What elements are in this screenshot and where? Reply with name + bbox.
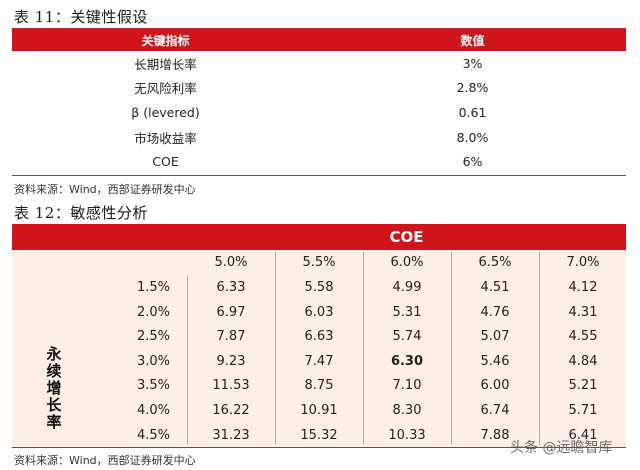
growth-rate-label: 2.5% bbox=[110, 325, 170, 349]
row-value: 0.61 bbox=[319, 100, 626, 125]
table-cell: 4.12 bbox=[539, 276, 627, 300]
table-cell: 5.71 bbox=[539, 399, 627, 423]
table-cell: 5.46 bbox=[451, 350, 539, 374]
coe-value-header: 5.5% bbox=[275, 251, 363, 275]
row-label: COE bbox=[12, 149, 319, 174]
table-cell: 6.03 bbox=[275, 301, 363, 325]
table12-body: 永 续 增 长 率 5.0% 5.5% 6.0% 6.5% 7.0% 1.5% 6.33 5.… bbox=[12, 250, 626, 447]
table-cell: 7.10 bbox=[363, 374, 451, 398]
watermark: 头条 @远瞻智库 bbox=[510, 437, 612, 457]
table12-caption: 表 12：敏感性分析 bbox=[14, 202, 148, 223]
header-key-indicator: 关键指标 bbox=[12, 29, 319, 51]
table-cell: 5.74 bbox=[363, 325, 451, 349]
growth-rate-label: 2.0% bbox=[110, 301, 170, 325]
coe-value-header: 6.5% bbox=[451, 251, 539, 275]
coe-column-header: COE bbox=[187, 224, 626, 250]
growth-rate-label: 4.5% bbox=[110, 424, 170, 448]
table12-source: 资料来源：Wind，西部证券研发中心 bbox=[14, 452, 196, 468]
table-cell: 5.21 bbox=[539, 374, 627, 398]
table-cell: 5.58 bbox=[275, 276, 363, 300]
table-cell: 10.33 bbox=[363, 424, 451, 448]
table-cell: 7.87 bbox=[187, 325, 275, 349]
row-label: β (levered) bbox=[12, 100, 319, 125]
table11-source: 资料来源：Wind，西部证券研发中心 bbox=[14, 181, 196, 197]
table11-bottom-rule bbox=[12, 175, 626, 176]
row-value: 2.8% bbox=[319, 76, 626, 101]
header-value: 数值 bbox=[319, 29, 626, 51]
table-cell: 7.47 bbox=[275, 350, 363, 374]
table12-header-bar: COE bbox=[12, 224, 626, 250]
table-cell: 6.63 bbox=[275, 325, 363, 349]
table-cell: 4.51 bbox=[451, 276, 539, 300]
table-row: 无风险利率 2.8% bbox=[12, 76, 626, 101]
table-cell: 8.30 bbox=[363, 399, 451, 423]
table-cell: 10.91 bbox=[275, 399, 363, 423]
table-cell: 4.31 bbox=[539, 301, 627, 325]
table-cell: 8.75 bbox=[275, 374, 363, 398]
growth-rate-label: 4.0% bbox=[110, 399, 170, 423]
growth-rate-label: 1.5% bbox=[110, 276, 170, 300]
table-cell: 16.22 bbox=[187, 399, 275, 423]
row-label: 市场收益率 bbox=[12, 125, 319, 150]
key-assumptions-table: 关键指标 数值 长期增长率 3% 无风险利率 2.8% β (levered) … bbox=[12, 29, 626, 174]
table-cell: 6.00 bbox=[451, 374, 539, 398]
table-cell: 11.53 bbox=[187, 374, 275, 398]
row-value: 3% bbox=[319, 51, 626, 76]
table-cell: 6.97 bbox=[187, 301, 275, 325]
row-value: 8.0% bbox=[319, 125, 626, 150]
table-cell: 4.84 bbox=[539, 350, 627, 374]
coe-value-header: 5.0% bbox=[187, 251, 275, 275]
table-cell: 9.23 bbox=[187, 350, 275, 374]
table-cell: 4.76 bbox=[451, 301, 539, 325]
growth-rate-label: 3.0% bbox=[110, 350, 170, 374]
table-cell: 5.31 bbox=[363, 301, 451, 325]
coe-value-header: 7.0% bbox=[539, 251, 627, 275]
coe-value-header: 6.0% bbox=[363, 251, 451, 275]
table-cell: 6.30 bbox=[363, 350, 451, 374]
table-row: 市场收益率 8.0% bbox=[12, 125, 626, 150]
perpetual-growth-rate-label: 永 续 增 长 率 bbox=[42, 346, 66, 431]
table-cell: 6.33 bbox=[187, 276, 275, 300]
table-cell: 4.55 bbox=[539, 325, 627, 349]
row-label: 无风险利率 bbox=[12, 76, 319, 101]
table-header-row: 关键指标 数值 bbox=[12, 29, 626, 51]
table-cell: 4.99 bbox=[363, 276, 451, 300]
table-cell: 6.74 bbox=[451, 399, 539, 423]
row-value: 6% bbox=[319, 149, 626, 174]
row-label: 长期增长率 bbox=[12, 51, 319, 76]
table-row: COE 6% bbox=[12, 149, 626, 174]
table-cell: 31.23 bbox=[187, 424, 275, 448]
table-row: β (levered) 0.61 bbox=[12, 100, 626, 125]
table-cell: 5.07 bbox=[451, 325, 539, 349]
growth-rate-label: 3.5% bbox=[110, 374, 170, 398]
table-cell: 15.32 bbox=[275, 424, 363, 448]
table-row: 长期增长率 3% bbox=[12, 51, 626, 76]
table11-caption: 表 11：关键性假设 bbox=[14, 6, 148, 27]
sensitivity-table: COE 永 续 增 长 率 5.0% 5.5% 6.0% 6.5% 7.0% 1.5% 6.… bbox=[12, 224, 626, 447]
